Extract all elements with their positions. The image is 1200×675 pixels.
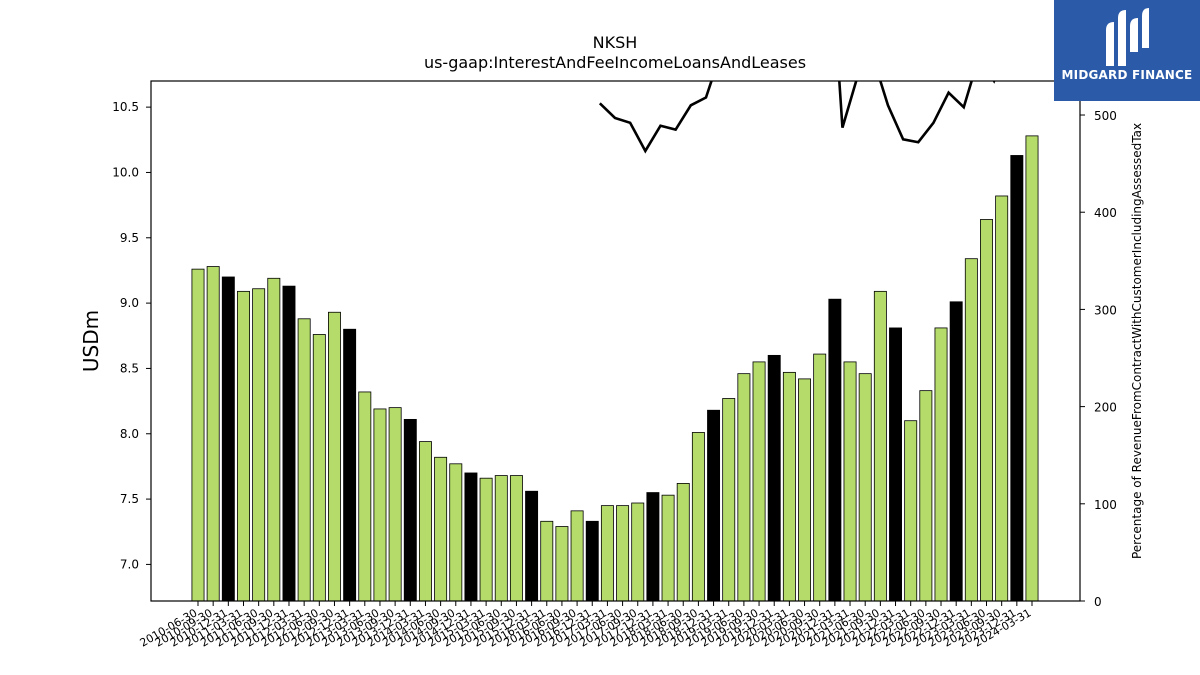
bar-series	[191, 135, 1039, 602]
bar-2016-12-31	[585, 520, 599, 602]
y-tick-label: 10.0	[112, 165, 139, 179]
y2-tick-label: 300	[1094, 303, 1117, 317]
bar-2021-12-31	[889, 327, 902, 602]
bar-2011-12-31	[282, 285, 296, 602]
bar-2015-12-31	[525, 490, 539, 602]
bar-2014-12-31	[464, 472, 478, 602]
y2-axis-label: Percentage of RevenueFromContractWithCus…	[1130, 123, 1144, 559]
watermark-logo: MIDGARD FINANCE	[1054, 0, 1200, 101]
bar-2019-09-30	[752, 361, 766, 602]
bar-2020-12-31	[828, 298, 842, 602]
bar-2011-06-30	[252, 288, 266, 602]
bar-2016-03-31	[540, 520, 554, 602]
line-series	[598, 81, 996, 154]
bar-2015-03-31	[479, 477, 493, 602]
y-axis-label: USDm	[79, 310, 103, 372]
bar-2019-12-31	[767, 354, 781, 602]
bar-2023-03-31	[964, 258, 978, 602]
bar-2017-03-31	[600, 505, 614, 602]
bar-2010-12-31	[221, 276, 235, 602]
line-percentage	[598, 81, 996, 154]
y2-tick-label: 400	[1094, 206, 1117, 220]
watermark-text: MIDGARD FINANCE	[1061, 68, 1193, 82]
y-tick-label: 7.5	[120, 492, 139, 506]
bar-2024-03-31	[1025, 135, 1039, 602]
y-tick-label: 8.5	[120, 361, 139, 375]
bar-2022-06-30	[919, 390, 933, 602]
y2-tick-label: 200	[1094, 401, 1117, 415]
bar-2018-06-30	[676, 483, 690, 602]
bar-2019-03-31	[722, 398, 736, 602]
bar-2017-06-30	[616, 505, 630, 602]
bar-2016-06-30	[555, 526, 569, 602]
x-axis: 2010-06-302010-09-302010-12-312011-03-31…	[138, 601, 1034, 650]
bar-2014-06-30	[434, 456, 448, 602]
bar-2022-09-30	[934, 327, 948, 602]
chart-title: NKSH	[593, 33, 638, 52]
y-axis-left: 7.0 7.5 8.0 8.5 9.0 9.5 10.0 10.5	[112, 100, 151, 571]
bar-2013-06-30	[373, 408, 387, 602]
bar-2016-09-30	[570, 510, 584, 602]
bar-2015-09-30	[509, 475, 523, 602]
chart-subtitle: us-gaap:InterestAndFeeIncomeLoansAndLeas…	[424, 53, 806, 72]
bar-2011-09-30	[267, 277, 281, 602]
bar-2021-09-30	[873, 290, 887, 602]
bar-2023-12-31	[1010, 155, 1024, 602]
bar-2019-06-30	[737, 373, 751, 602]
y-tick-label: 9.0	[120, 296, 139, 310]
bar-2018-09-30	[691, 432, 705, 602]
bar-2013-12-31	[403, 418, 417, 602]
bar-2022-03-31	[904, 420, 918, 602]
bar-2018-03-31	[661, 494, 675, 602]
y2-tick-label: 500	[1094, 109, 1117, 123]
bar-2018-12-31	[707, 409, 721, 602]
bar-2010-06-30	[191, 268, 205, 602]
bar-2013-03-31	[358, 391, 372, 602]
bar-2017-09-30	[631, 502, 645, 602]
y-tick-label: 7.0	[120, 557, 139, 571]
bar-2011-03-31	[237, 290, 250, 602]
bar-2023-06-30	[980, 219, 993, 602]
y2-tick-label: 100	[1094, 498, 1117, 512]
bar-2012-09-30	[328, 311, 341, 602]
bar-2020-03-31	[782, 371, 796, 602]
bar-2020-06-30	[798, 378, 812, 602]
bar-2021-06-30	[858, 373, 872, 602]
bar-2021-03-31	[843, 361, 857, 602]
bar-2013-09-30	[388, 407, 402, 602]
y2-tick-label: 0	[1094, 595, 1102, 609]
bar-2012-12-31	[343, 328, 357, 602]
y-axis-right: 0 100 200 300 400 500	[1080, 109, 1117, 609]
y-tick-label: 10.5	[112, 100, 139, 114]
bar-2020-09-30	[813, 353, 827, 602]
bar-2015-06-30	[494, 475, 508, 602]
y-tick-label: 9.5	[120, 231, 139, 245]
bar-2012-03-31	[297, 318, 311, 602]
bar-2014-09-30	[449, 463, 463, 602]
y-tick-label: 8.0	[120, 427, 139, 441]
bar-2012-06-30	[312, 334, 326, 602]
logo-mark-icon	[1106, 8, 1149, 66]
bar-2023-09-30	[995, 195, 1009, 602]
bar-2022-12-31	[949, 301, 963, 602]
bar-2017-12-31	[646, 492, 660, 602]
plot-frame	[150, 80, 1081, 602]
bar-2014-03-31	[418, 441, 432, 602]
bar-2010-09-30	[206, 266, 220, 602]
